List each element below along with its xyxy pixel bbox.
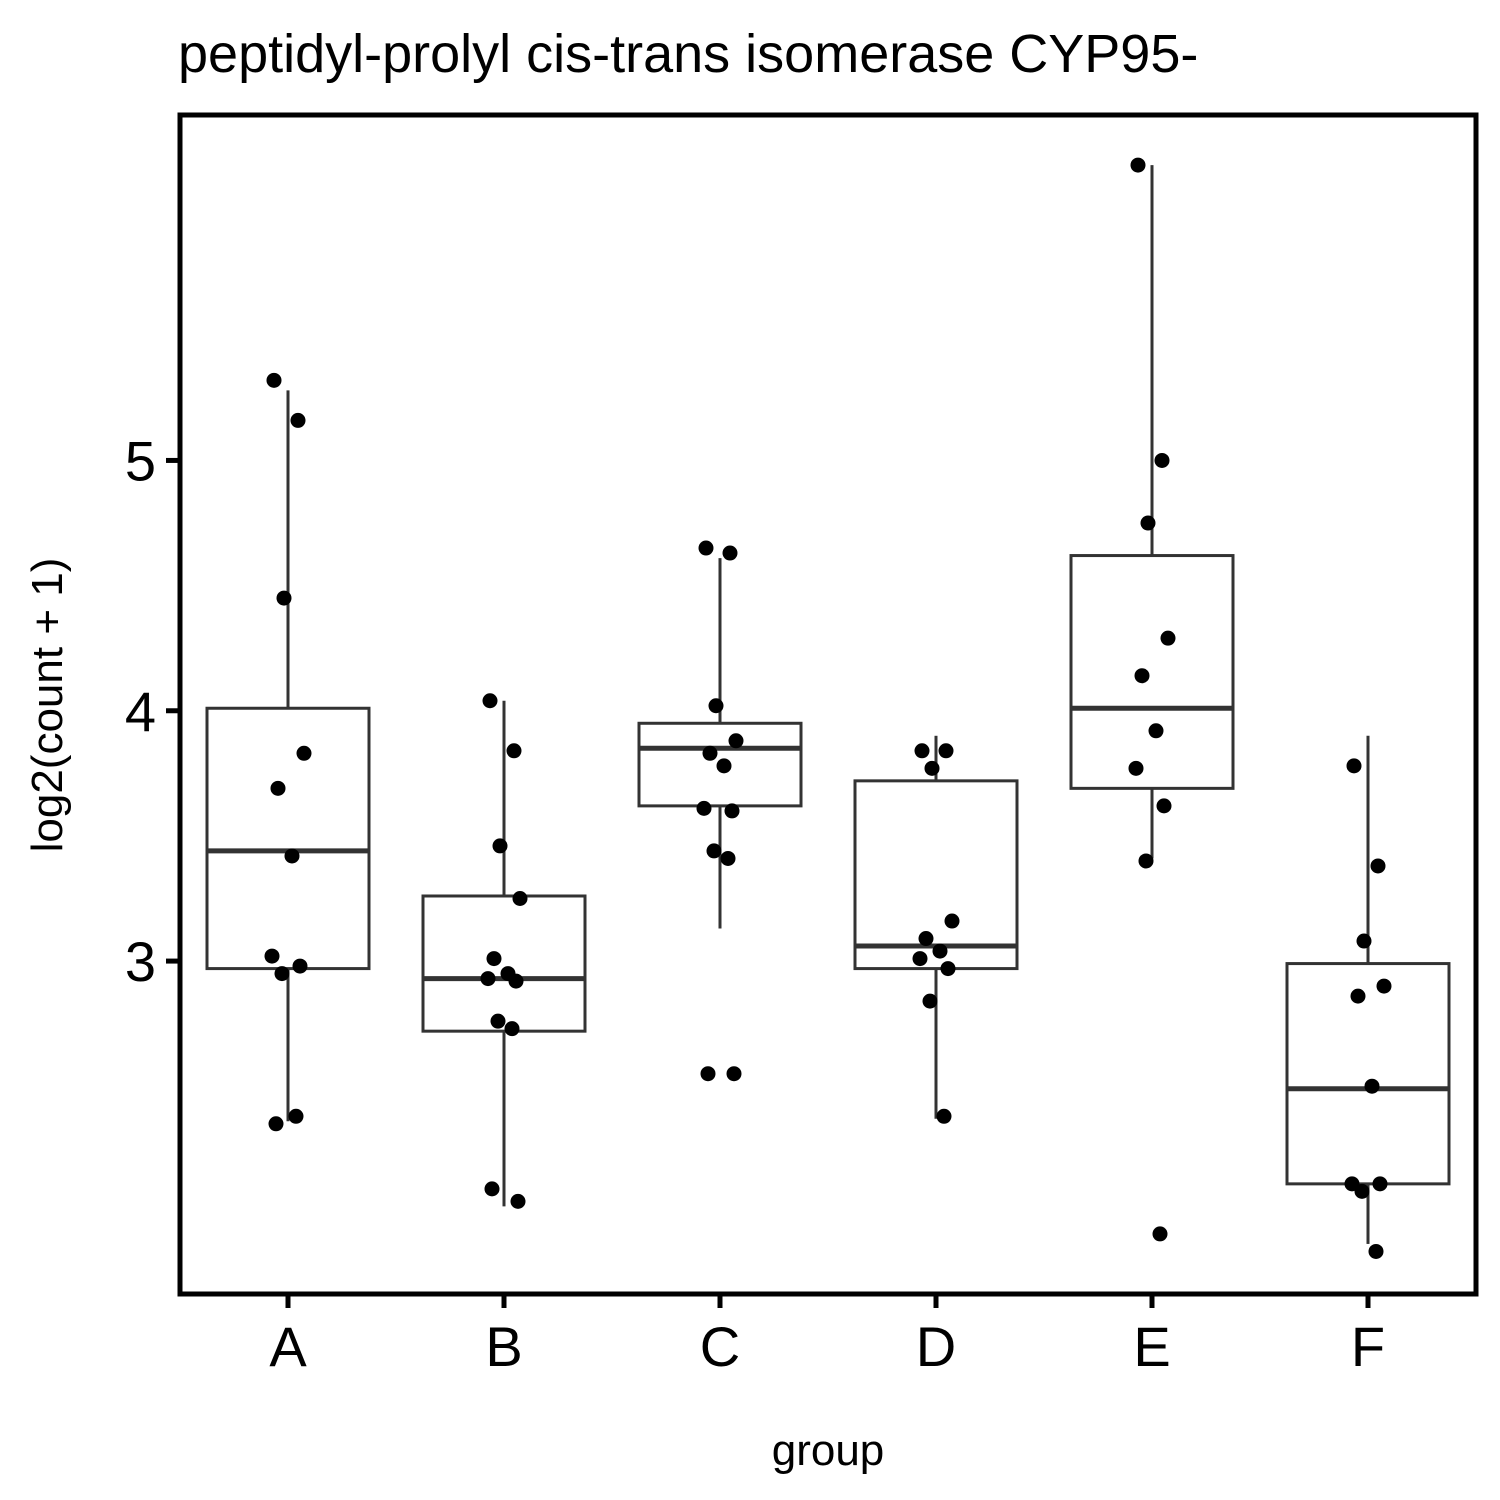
y-tick-label: 5	[125, 429, 156, 492]
data-point	[1154, 452, 1170, 468]
data-point	[1160, 630, 1176, 646]
data-point	[922, 993, 938, 1009]
data-point	[264, 948, 280, 964]
data-point	[288, 1108, 304, 1124]
data-point	[912, 951, 928, 967]
data-point	[1370, 858, 1386, 874]
data-point	[274, 966, 290, 982]
data-point	[292, 958, 308, 974]
data-point	[1372, 1176, 1388, 1192]
data-point	[700, 1066, 716, 1082]
points-F	[1344, 758, 1392, 1259]
box-group-F	[1285, 735, 1451, 1244]
data-point	[270, 780, 286, 796]
data-point	[940, 961, 956, 977]
data-point	[938, 743, 954, 759]
points-D	[912, 743, 960, 1124]
data-point	[490, 1013, 506, 1029]
data-point	[510, 1193, 526, 1209]
box-group-B	[421, 700, 587, 1207]
data-point	[1346, 758, 1362, 774]
data-point	[944, 913, 960, 929]
data-point	[1350, 988, 1366, 1004]
data-point	[702, 745, 718, 761]
data-point	[290, 412, 306, 428]
data-point	[480, 971, 496, 987]
data-point	[1356, 933, 1372, 949]
data-point	[698, 540, 714, 556]
data-point	[716, 758, 732, 774]
data-point	[1128, 760, 1144, 776]
data-point	[1140, 515, 1156, 531]
data-point	[724, 803, 740, 819]
x-tick-label: B	[485, 1315, 522, 1378]
data-point	[720, 850, 736, 866]
x-axis-title: group	[772, 1426, 885, 1475]
y-tick-label: 4	[125, 680, 156, 743]
chart-title: peptidyl-prolyl cis-trans isomerase CYP9…	[178, 24, 1198, 84]
data-point	[706, 843, 722, 859]
data-point	[1134, 668, 1150, 684]
data-point	[284, 848, 300, 864]
box-group-A	[205, 390, 371, 1122]
points-B	[480, 693, 528, 1209]
data-point	[1368, 1243, 1384, 1259]
y-axis-title: log2(count + 1)	[23, 558, 72, 853]
x-tick-label: F	[1351, 1315, 1385, 1378]
data-point	[296, 745, 312, 761]
data-point	[276, 590, 292, 606]
data-point	[1376, 978, 1392, 994]
x-tick-label: C	[700, 1315, 740, 1378]
x-tick-label: A	[269, 1315, 307, 1378]
box	[1069, 554, 1235, 790]
data-point	[924, 760, 940, 776]
data-point	[484, 1181, 500, 1197]
data-point	[726, 1066, 742, 1082]
data-point	[932, 943, 948, 959]
plot-frame	[177, 112, 1479, 1297]
box-group-D	[853, 735, 1019, 1119]
box	[421, 894, 587, 1033]
plot-layer	[205, 157, 1451, 1259]
data-point	[268, 1116, 284, 1132]
data-point	[508, 973, 524, 989]
data-point	[1148, 723, 1164, 739]
box-group-C	[637, 558, 803, 929]
data-point	[266, 372, 282, 388]
box	[853, 779, 1019, 971]
box-group-E	[1069, 165, 1235, 859]
data-point	[728, 733, 744, 749]
data-point	[512, 890, 528, 906]
data-point	[492, 838, 508, 854]
points-E	[1128, 157, 1176, 1242]
data-point	[504, 1021, 520, 1037]
x-tick-label: E	[1133, 1315, 1170, 1378]
data-point	[1152, 1226, 1168, 1242]
y-tick-label: 3	[125, 930, 156, 993]
data-point	[914, 743, 930, 759]
data-point	[708, 698, 724, 714]
data-point	[1138, 853, 1154, 869]
data-point	[1354, 1183, 1370, 1199]
axes-layer: 3 4 5 A B C D E F	[125, 429, 1385, 1378]
data-point	[936, 1108, 952, 1124]
data-point	[1156, 798, 1172, 814]
points-A	[264, 372, 312, 1132]
data-point	[486, 951, 502, 967]
data-point	[1130, 157, 1146, 173]
x-tick-label: D	[916, 1315, 956, 1378]
box	[1285, 962, 1451, 1186]
box	[205, 706, 371, 971]
data-point	[506, 743, 522, 759]
data-point	[1364, 1078, 1380, 1094]
data-point	[918, 931, 934, 947]
data-point	[696, 800, 712, 816]
points-C	[696, 540, 744, 1082]
data-point	[722, 545, 738, 561]
data-point	[482, 693, 498, 709]
